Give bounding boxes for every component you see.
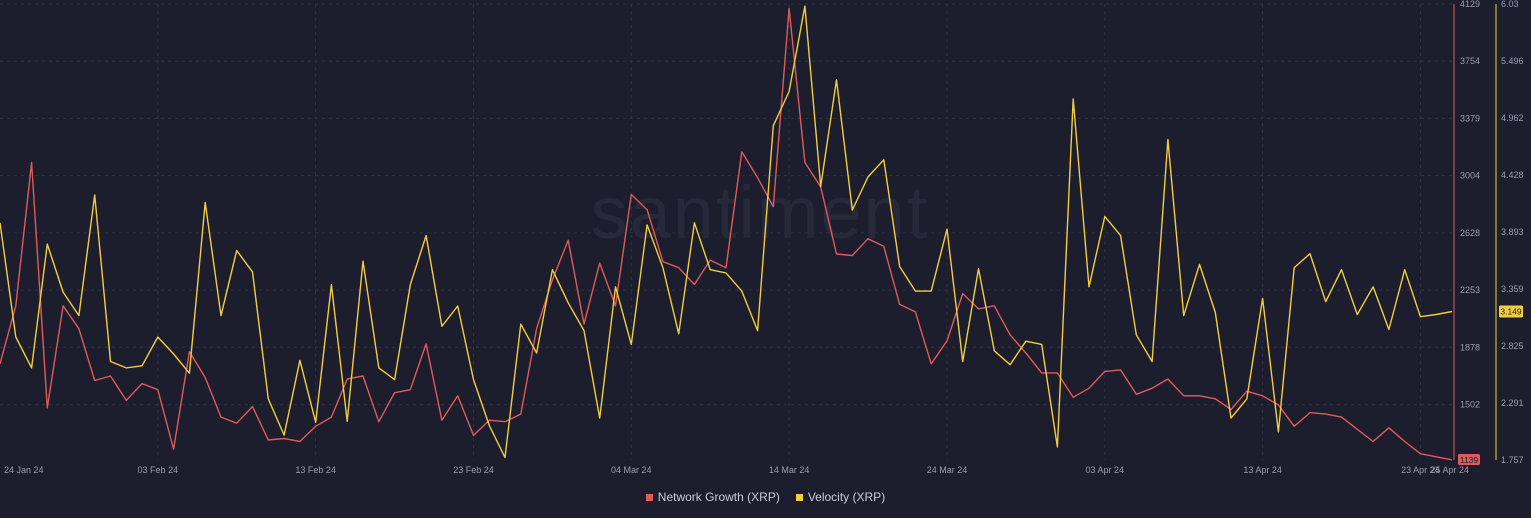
series-layer [0, 5, 1453, 461]
right-tick-label: 3.893 [1501, 227, 1524, 237]
legend-label-velocity: Velocity (XRP) [807, 490, 886, 504]
left-tick-label: 1878 [1460, 342, 1480, 352]
velocity-value-label: 3.149 [1500, 306, 1522, 316]
x-tick-label: 23 Apr 24 [1401, 465, 1440, 475]
x-tick-label: 13 Feb 24 [295, 465, 336, 475]
x-tick-label: 14 Mar 24 [769, 465, 810, 475]
right-tick-label: 4.962 [1501, 113, 1524, 123]
network-growth-value-badge [1458, 454, 1480, 465]
right-tick-label: 4.428 [1501, 170, 1524, 180]
x-tick-label: 25 Apr 24 [1430, 465, 1469, 475]
grid [0, 3, 1452, 460]
left-tick-label: 3379 [1460, 113, 1480, 123]
left-tick-label: 4129 [1460, 0, 1480, 9]
left-tick-label: 1502 [1460, 400, 1480, 410]
x-tick-label: 13 Apr 24 [1243, 465, 1282, 475]
legend-item-velocity[interactable]: Velocity (XRP) [795, 490, 886, 504]
right-tick-label: 2.291 [1501, 398, 1524, 408]
left-tick-label: 2253 [1460, 285, 1480, 295]
x-tick-label: 24 Jan 24 [4, 465, 44, 475]
x-tick-label: 03 Feb 24 [138, 465, 179, 475]
velocity-line [0, 5, 1453, 459]
left-tick-label: 3004 [1460, 171, 1480, 181]
x-tick-label: 23 Feb 24 [453, 465, 494, 475]
network-growth-swatch [645, 493, 653, 501]
velocity-swatch [795, 493, 803, 501]
x-tick-label: 04 Mar 24 [611, 465, 652, 475]
legend: Network Growth (XRP) Velocity (XRP) [0, 490, 1531, 504]
right-tick-label: 6.03 [1501, 0, 1519, 9]
right-tick-label: 5.496 [1501, 56, 1524, 66]
network-growth-value-label: 1139 [1460, 455, 1479, 465]
right-tick-label: 1.757 [1501, 455, 1524, 465]
network-growth-line [0, 7, 1453, 461]
right-tick-label: 3.359 [1501, 284, 1524, 294]
velocity-value-badge [1499, 305, 1523, 318]
axes: 24 Jan 24 03 Feb 24 13 Feb 24 23 Feb 24 04 M… [4, 0, 1524, 475]
right-tick-label: 2.825 [1501, 341, 1524, 351]
legend-label-network-growth: Network Growth (XRP) [657, 490, 780, 504]
left-tick-label: 2628 [1460, 228, 1480, 238]
left-tick-label: 3754 [1460, 56, 1480, 66]
legend-item-network-growth[interactable]: Network Growth (XRP) [645, 490, 780, 504]
x-tick-label: 03 Apr 24 [1086, 465, 1125, 475]
x-tick-label: 24 Mar 24 [927, 465, 968, 475]
